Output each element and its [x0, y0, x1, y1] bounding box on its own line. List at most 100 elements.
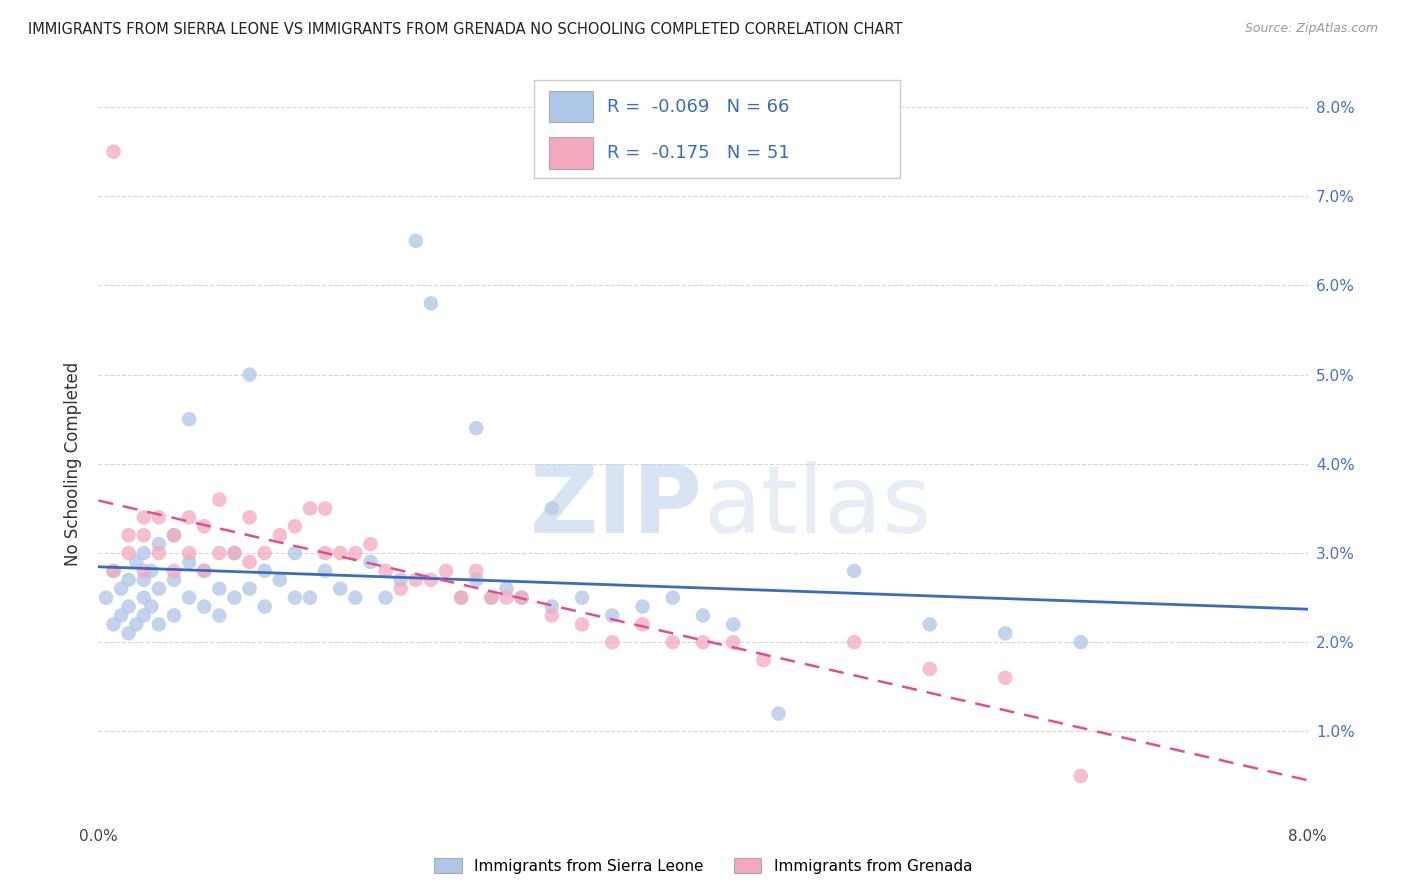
Point	[540, 608, 562, 623]
Point	[571, 591, 593, 605]
Point	[844, 635, 866, 649]
Bar	[548, 137, 593, 169]
Point	[253, 564, 276, 578]
Point	[360, 537, 382, 551]
Point	[768, 706, 790, 721]
Point	[118, 528, 141, 542]
Point	[329, 546, 352, 560]
Point	[510, 591, 533, 605]
Point	[661, 591, 683, 605]
Point	[239, 582, 262, 596]
Point	[994, 626, 1017, 640]
Point	[132, 528, 155, 542]
Point	[661, 635, 683, 649]
Point	[571, 617, 593, 632]
Point	[420, 296, 443, 310]
Point	[844, 564, 866, 578]
Point	[540, 599, 562, 614]
Point	[163, 608, 186, 623]
Point	[360, 555, 382, 569]
Legend: Immigrants from Sierra Leone, Immigrants from Grenada: Immigrants from Sierra Leone, Immigrants…	[427, 852, 979, 880]
Text: R =  -0.175   N = 51: R = -0.175 N = 51	[607, 144, 790, 161]
Text: R =  -0.069   N = 66: R = -0.069 N = 66	[607, 98, 790, 116]
Point	[465, 421, 488, 435]
Point	[141, 564, 163, 578]
Bar	[548, 91, 593, 122]
Point	[179, 510, 201, 524]
Point	[631, 617, 654, 632]
Point	[118, 546, 141, 560]
Point	[224, 546, 246, 560]
Point	[163, 573, 186, 587]
Point	[631, 599, 654, 614]
Point	[193, 519, 215, 533]
Point	[269, 573, 291, 587]
Point	[208, 492, 231, 507]
Point	[344, 546, 367, 560]
Point	[179, 555, 201, 569]
Point	[125, 617, 148, 632]
Point	[314, 564, 336, 578]
Point	[132, 573, 155, 587]
Point	[692, 635, 714, 649]
Point	[103, 145, 125, 159]
Point	[148, 582, 170, 596]
Point	[163, 564, 186, 578]
Point	[208, 546, 231, 560]
Point	[224, 591, 246, 605]
Point	[224, 546, 246, 560]
Point	[94, 591, 117, 605]
Point	[141, 599, 163, 614]
Point	[253, 599, 276, 614]
Point	[1070, 635, 1092, 649]
Point	[103, 564, 125, 578]
Point	[125, 555, 148, 569]
Point	[148, 546, 170, 560]
Point	[132, 546, 155, 560]
Y-axis label: No Schooling Completed: No Schooling Completed	[65, 362, 83, 566]
Point	[329, 582, 352, 596]
Point	[193, 564, 215, 578]
Point	[299, 501, 322, 516]
Point	[118, 599, 141, 614]
Point	[994, 671, 1017, 685]
Point	[723, 617, 745, 632]
Point	[752, 653, 775, 667]
Point	[193, 599, 215, 614]
Point	[692, 608, 714, 623]
Point	[132, 591, 155, 605]
Point	[208, 582, 231, 596]
Point	[540, 501, 562, 516]
Point	[110, 608, 132, 623]
Point	[510, 591, 533, 605]
Point	[269, 528, 291, 542]
Point	[179, 546, 201, 560]
Point	[193, 564, 215, 578]
Point	[132, 608, 155, 623]
Point	[434, 564, 457, 578]
Point	[239, 368, 262, 382]
Point	[450, 591, 472, 605]
Point	[481, 591, 503, 605]
Point	[405, 234, 427, 248]
Point	[481, 591, 503, 605]
Point	[118, 626, 141, 640]
Point	[179, 591, 201, 605]
Point	[465, 564, 488, 578]
Point	[374, 591, 396, 605]
Point	[405, 573, 427, 587]
Point	[602, 608, 624, 623]
Point	[103, 617, 125, 632]
Point	[918, 662, 941, 676]
Point	[344, 591, 367, 605]
Text: atlas: atlas	[703, 460, 931, 553]
Point	[723, 635, 745, 649]
Point	[389, 573, 412, 587]
Point	[602, 635, 624, 649]
Text: ZIP: ZIP	[530, 460, 703, 553]
Point	[148, 617, 170, 632]
Point	[495, 591, 517, 605]
Text: Source: ZipAtlas.com: Source: ZipAtlas.com	[1244, 22, 1378, 36]
Point	[208, 608, 231, 623]
Point	[314, 546, 336, 560]
